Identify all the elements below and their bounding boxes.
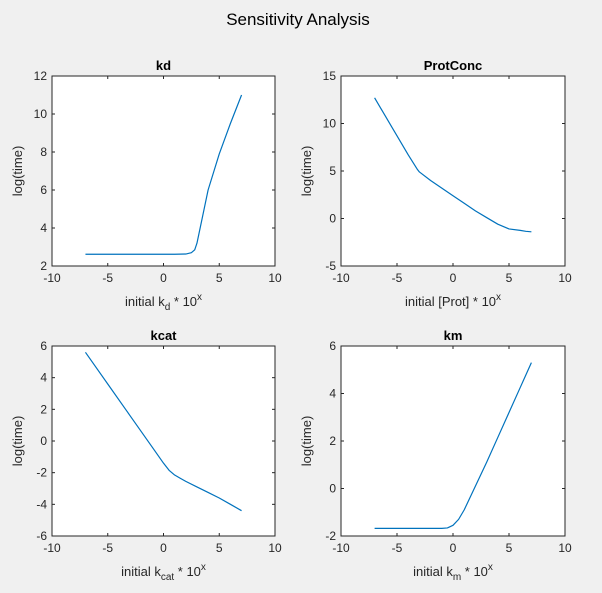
kd-y-tick-label: 8 [40,145,47,159]
kd-x-tick-label: -10 [43,271,61,285]
km-ylabel: log(time) [299,416,314,467]
kcat-plot-area [51,345,276,537]
subplot-kcat: kcat -10 -5 0 5 10 -6 -4 -2 0 2 4 6 log(time) initial … [10,328,282,583]
kd-series-line [85,94,243,255]
kd-y-tick-label: 12 [34,69,48,83]
kcat-y-tick-label: 0 [40,434,47,448]
kd-xlabel: initial kd * 10x [125,292,202,313]
protconc-y-tick-label: 5 [329,164,336,178]
protconc-xlabel: initial [Prot] * 10x [405,292,501,309]
kd-title: kd [156,58,171,73]
protconc-x-tick-label: 10 [558,271,572,285]
km-x-tick-label: -5 [392,541,403,555]
subplot-km: km -10 -5 0 5 10 -2 0 2 4 6 log(time) initial km * 1… [299,328,572,583]
km-y-tick-label: -2 [325,529,336,543]
kcat-title: kcat [150,328,177,343]
km-y-tick-label: 0 [329,482,336,496]
km-xlabel: initial km * 10x [413,562,493,583]
kcat-y-tick-label: -4 [36,497,47,511]
kd-x-tick-label: 10 [268,271,282,285]
protconc-y-tick-label: 15 [323,69,337,83]
protconc-y-tick-label: 0 [329,212,336,226]
kcat-x-tick-label: -10 [43,541,61,555]
kd-plot-area [51,75,276,267]
subplot-kd: kd -10 -5 0 5 10 2 4 6 8 10 12 log(time) initial kd *… [10,58,282,313]
protconc-x-tick-label: -5 [392,271,403,285]
protconc-ylabel: log(time) [299,146,314,197]
protconc-x-tick-label: 0 [450,271,457,285]
kcat-y-tick-label: -6 [36,529,47,543]
kcat-y-tick-label: 6 [40,339,47,353]
kcat-xlabel: initial kcat * 10x [121,562,206,583]
km-series-line [374,362,532,530]
protconc-x-tick-label: -10 [332,271,350,285]
protconc-title: ProtConc [424,58,483,73]
kcat-x-tick-label: 0 [160,541,167,555]
kd-y-tick-label: 2 [40,259,47,273]
km-x-tick-label: 5 [506,541,513,555]
kd-y-tick-label: 10 [34,107,48,121]
kd-x-tick-label: -5 [102,271,113,285]
kcat-x-tick-label: 10 [268,541,282,555]
km-y-tick-label: 2 [329,434,336,448]
protconc-plot-area [340,75,566,267]
kd-ylabel: log(time) [10,146,25,197]
protconc-y-tick-label: -5 [325,259,336,273]
kcat-x-tick-label: -5 [102,541,113,555]
km-y-tick-label: 6 [329,339,336,353]
protconc-x-tick-label: 5 [506,271,513,285]
kd-x-tick-label: 5 [216,271,223,285]
protconc-y-tick-label: 10 [323,117,337,131]
kcat-y-tick-label: -2 [36,466,47,480]
km-x-tick-label: -10 [332,541,350,555]
kcat-series-line [84,351,242,512]
km-x-tick-label: 10 [558,541,572,555]
km-y-tick-label: 4 [329,387,336,401]
kcat-y-tick-label: 4 [40,371,47,385]
km-x-tick-label: 0 [450,541,457,555]
kcat-ylabel: log(time) [10,416,25,467]
kcat-x-tick-label: 5 [216,541,223,555]
figure-title: Sensitivity Analysis [226,10,370,29]
kd-y-tick-label: 4 [40,221,47,235]
kd-x-tick-label: 0 [160,271,167,285]
km-title: km [444,328,463,343]
subplot-protconc: ProtConc-10 -5 0 5 10-5051015log(time)initia… [299,58,572,309]
kcat-y-tick-label: 2 [40,402,47,416]
protconc-series-line [374,97,532,233]
km-plot-area [340,345,566,537]
kd-y-tick-label: 6 [40,183,47,197]
